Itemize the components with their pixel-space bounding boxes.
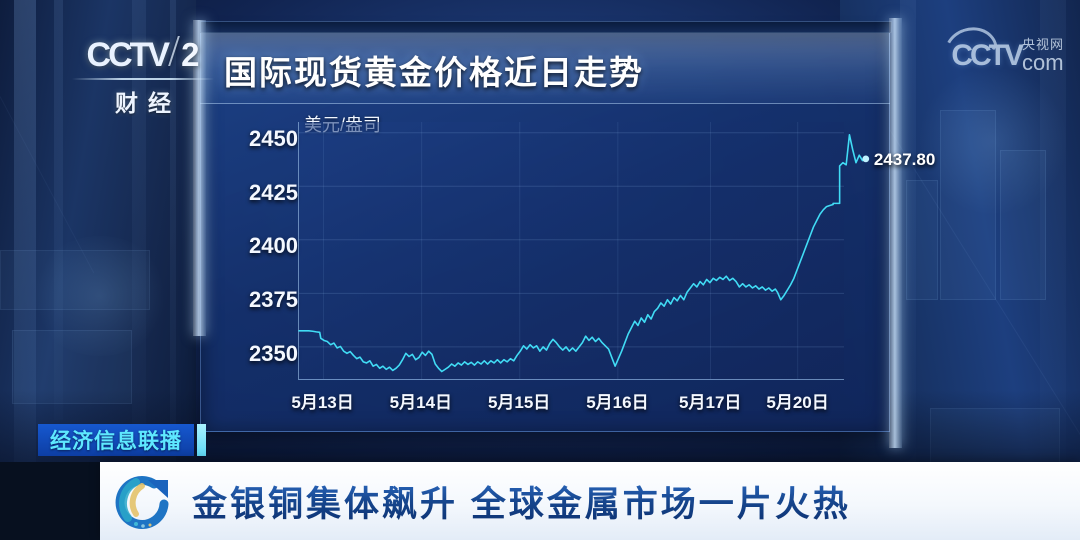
panel-right-edge-decoration [889, 18, 902, 448]
watermark-domain: com [1021, 50, 1064, 75]
chart-title: 国际现货黄金价格近日走势 [224, 54, 644, 91]
channel-name: 财经 [115, 90, 181, 116]
headline-bar-left-filler [0, 462, 100, 540]
backdrop-block [940, 110, 996, 300]
channel-number: 2 [181, 36, 200, 73]
x-axis-tick: 5月14日 [389, 393, 453, 412]
headline-bar: 金银铜集体飙升 全球金属市场一片火热 [100, 462, 1080, 540]
program-tag: 经济信息联播 [38, 424, 206, 456]
program-tag-body: 经济信息联播 [38, 424, 194, 456]
chart-gridlines [299, 122, 844, 379]
cctv-com-watermark: CCTV 央视网 com [938, 20, 1064, 74]
y-axis-tick: 2400 [249, 233, 298, 259]
backdrop-block [1000, 150, 1046, 300]
headline-text: 金银铜集体飙升 全球金属市场一片火热 [192, 476, 851, 527]
backdrop-glow [918, 66, 1068, 216]
y-axis-tick: 2375 [249, 287, 298, 312]
backdrop-stripe [54, 0, 63, 420]
x-axis-tick-labels: 5月13日 5月14日 5月15日 5月16日 5月17日 5月20日 [291, 388, 844, 414]
panel-left-edge-decoration [193, 20, 206, 336]
backdrop-stripe [170, 0, 176, 540]
y-axis-tick: 2450 [249, 125, 298, 151]
y-axis-tick: 2350 [249, 340, 298, 366]
cctv-wordmark: CCTV [86, 36, 171, 74]
cctv2-logo-row: CCTV 2 [68, 36, 218, 75]
logo-underline [72, 78, 214, 80]
chart-title-bar: 国际现货黄金价格近日走势 [200, 21, 892, 104]
x-axis-tick: 5月13日 [291, 393, 354, 412]
watermark-chinese-name: 央视网 [1021, 37, 1064, 52]
x-axis-tick: 5月17日 [679, 393, 742, 412]
y-axis-tick: 2425 [249, 179, 298, 205]
x-axis-tick: 5月20日 [766, 393, 829, 412]
last-value-label: 2437.80 [873, 149, 936, 169]
watermark-cctv-wordmark: CCTV [951, 39, 1024, 72]
y-axis-tick-labels: 2450 2425 2400 2375 2350 [210, 110, 298, 370]
price-line-chart [298, 122, 870, 379]
x-axis-tick: 5月15日 [487, 393, 551, 412]
x-axis-tick: 5月16日 [586, 393, 649, 412]
plot-area [298, 122, 870, 380]
backdrop-block [0, 250, 150, 310]
backdrop-block [906, 180, 938, 300]
backdrop-glow [30, 236, 170, 356]
price-line-series [298, 134, 867, 373]
program-tag-label: 经济信息联播 [50, 430, 182, 453]
cctv2-channel-logo: CCTV 2 财经 [68, 36, 218, 120]
logo-divider-icon [168, 36, 180, 66]
backdrop-stripe [132, 0, 146, 460]
headline-circular-arrow-icon [106, 470, 182, 532]
watermark-right-block: 央视网 com [1022, 38, 1064, 74]
program-tag-cap [197, 424, 206, 456]
last-value-marker [862, 155, 870, 163]
